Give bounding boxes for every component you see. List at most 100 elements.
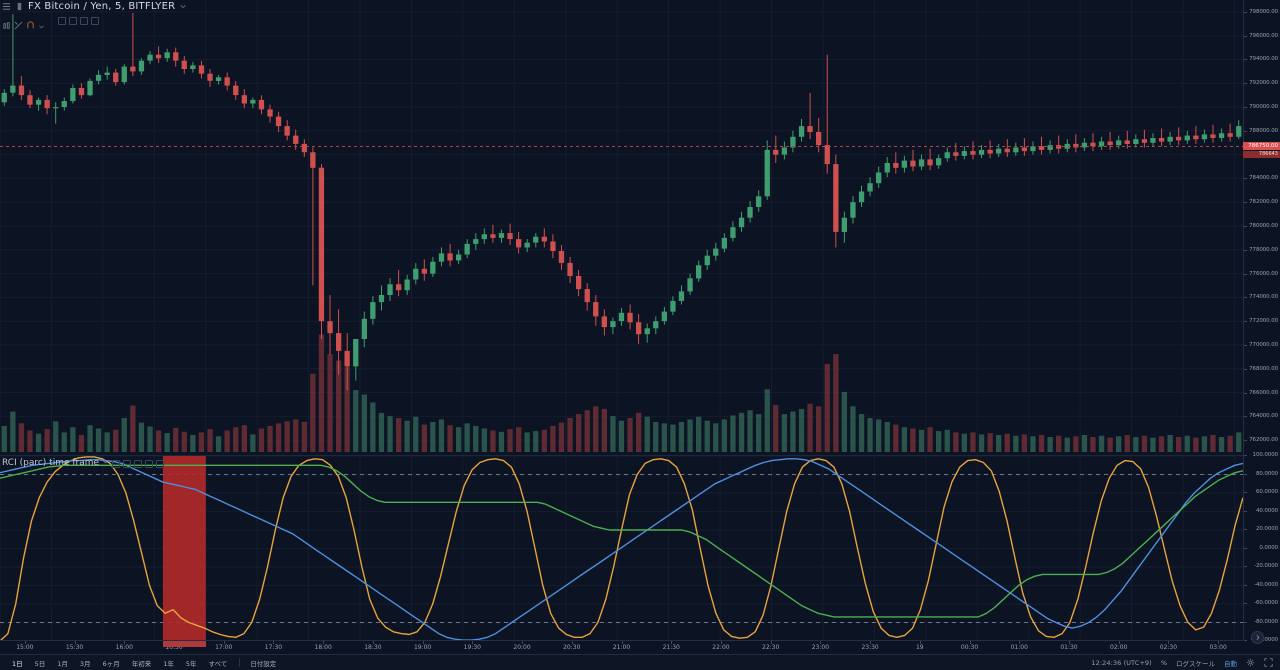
chevron-down-icon[interactable] bbox=[38, 15, 47, 29]
price-axis-tick-mark bbox=[1244, 344, 1247, 346]
time-axis-tick: 23:30 bbox=[861, 644, 879, 651]
price-axis-tick: 764000.00 bbox=[1249, 413, 1278, 420]
auto-scale-button[interactable]: 自動 bbox=[1224, 659, 1237, 668]
time-axis-tick: 01:00 bbox=[1010, 644, 1028, 651]
chevron-down-icon[interactable] bbox=[179, 2, 188, 11]
price-axis-tick-mark bbox=[1244, 297, 1247, 299]
indicator-remove-box[interactable] bbox=[80, 16, 88, 25]
indicator-more-box[interactable] bbox=[91, 16, 99, 25]
time-axis-tick: 20:30 bbox=[563, 644, 581, 651]
time-axis-tick: 19:00 bbox=[413, 644, 432, 651]
price-axis-tick: 770000.00 bbox=[1249, 341, 1278, 348]
indicator-settings-box[interactable] bbox=[58, 16, 66, 25]
price-axis-tick-mark bbox=[1244, 202, 1247, 204]
rci-indicator-panel[interactable]: RCI (parc) time frame bbox=[0, 455, 1243, 640]
indicator-visibility-box[interactable] bbox=[69, 16, 77, 25]
price-axis-tick-mark bbox=[1244, 107, 1247, 109]
candle-style-icon[interactable] bbox=[2, 15, 11, 29]
rci-axis-tick: -60.0000 bbox=[1254, 600, 1278, 606]
gear-icon[interactable] bbox=[1246, 658, 1255, 667]
time-axis-tick: 17:30 bbox=[264, 644, 283, 651]
bid-price-tag[interactable]: 786643 bbox=[1243, 150, 1280, 158]
rci-axis-tick: 80.0000 bbox=[1255, 470, 1278, 477]
rci-move-box[interactable] bbox=[134, 460, 143, 468]
price-axis-tick-mark bbox=[1244, 440, 1247, 442]
time-axis[interactable]: 15:00 15:30 16:00 16:30 17:00 17:30 18:00 18:30… bbox=[0, 640, 1243, 654]
time-axis-tick-mark bbox=[1118, 641, 1120, 644]
range-button-1月[interactable]: 1月 bbox=[57, 659, 68, 668]
time-axis-tick: 19 bbox=[915, 644, 924, 651]
price-axis-tick-mark bbox=[1244, 178, 1247, 180]
toolbar-divider bbox=[239, 658, 241, 667]
rci-axis-tick-mark bbox=[1244, 603, 1247, 604]
rci-add-box[interactable] bbox=[145, 460, 154, 468]
time-axis-tick-mark bbox=[422, 641, 424, 644]
time-axis-tick-mark bbox=[919, 641, 921, 644]
time-axis-tick-mark bbox=[1068, 641, 1070, 644]
log-scale-button[interactable]: ログスケール bbox=[1176, 659, 1215, 668]
time-axis-tick-mark bbox=[1168, 641, 1170, 644]
range-selector[interactable]: 1日 5日 1月 3月 6ヶ月 年初来 1年 5年 すべて bbox=[0, 657, 233, 669]
percent-scale-button[interactable]: % bbox=[1160, 658, 1167, 667]
range-button-6ヶ月[interactable]: 6ヶ月 bbox=[102, 659, 120, 668]
price-chart-panel[interactable]: FX Bitcoin / Yen, 5, BITFLYER bbox=[0, 0, 1243, 452]
price-axis-tick: 772000.00 bbox=[1249, 318, 1278, 325]
range-button-年初来[interactable]: 年初来 bbox=[131, 659, 152, 668]
range-button-1日[interactable]: 1日 bbox=[12, 659, 23, 668]
symbol-title[interactable]: FX Bitcoin / Yen, 5, BITFLYER bbox=[28, 1, 176, 12]
date-setting-button[interactable]: 日付設定 bbox=[250, 659, 277, 668]
crosshair-icon[interactable] bbox=[14, 15, 23, 30]
range-button-5年[interactable]: 5年 bbox=[185, 659, 197, 668]
rci-axis-tick: 0.0000 bbox=[1259, 544, 1278, 551]
rci-axis-tick-mark bbox=[1244, 621, 1247, 623]
time-axis-tick: 02:00 bbox=[1110, 644, 1128, 651]
price-axis-tick-mark bbox=[1244, 273, 1247, 275]
panel-resize-handle[interactable] bbox=[1251, 631, 1264, 644]
price-axis-tick: 796000.00 bbox=[1249, 32, 1278, 39]
rci-axis-tick-mark bbox=[1244, 566, 1247, 567]
time-axis-tick: 16:00 bbox=[115, 644, 133, 651]
clock-label[interactable]: 12:24:36 (UTC+9) bbox=[1091, 658, 1152, 667]
price-axis-tick-mark bbox=[1244, 35, 1247, 37]
time-axis-tick-mark bbox=[870, 641, 872, 644]
rci-axis-tick: 40.0000 bbox=[1255, 507, 1278, 514]
chevron-down-icon[interactable] bbox=[102, 458, 109, 468]
price-axis-tick: 790000.00 bbox=[1249, 104, 1278, 111]
time-axis-tick-mark bbox=[223, 641, 225, 644]
range-button-3月[interactable]: 3月 bbox=[79, 659, 91, 668]
time-axis-tick: 15:30 bbox=[65, 644, 84, 651]
rci-axis-tick-mark bbox=[1244, 640, 1247, 641]
time-axis-tick: 02:30 bbox=[1159, 644, 1178, 651]
price-axis[interactable]: 798000.00 796000.00 794000.00 792000.00 7900… bbox=[1243, 0, 1280, 643]
last-price-tag[interactable]: 786750.00 bbox=[1243, 141, 1280, 150]
rci-axis-tick-mark bbox=[1244, 510, 1247, 512]
time-axis-tick-mark bbox=[720, 641, 722, 644]
rci-close-box[interactable] bbox=[156, 460, 165, 468]
price-axis-tick: 774000.00 bbox=[1249, 294, 1278, 301]
time-axis-tick-mark bbox=[820, 641, 822, 644]
price-axis-tick: 798000.00 bbox=[1249, 8, 1278, 15]
rci-visibility-box[interactable] bbox=[123, 460, 132, 468]
fullscreen-icon[interactable] bbox=[1264, 658, 1273, 667]
time-axis-tick-mark bbox=[273, 641, 275, 644]
chart-type-icon[interactable] bbox=[15, 2, 24, 11]
time-axis-tick-mark bbox=[1019, 641, 1021, 644]
time-axis-tick-mark bbox=[372, 641, 374, 644]
rci-title[interactable]: RCI (parc) time frame bbox=[2, 458, 100, 468]
bottom-toolbar[interactable]: 1日 5日 1月 3月 6ヶ月 年初来 1年 5年 すべて 日付設定 12:24:36 (UTC… bbox=[0, 654, 1280, 670]
range-button-5日[interactable]: 5日 bbox=[34, 659, 46, 668]
time-axis-tick: 22:00 bbox=[712, 644, 730, 651]
rci-canvas bbox=[0, 456, 1243, 640]
magnet-icon[interactable] bbox=[26, 15, 35, 29]
rci-axis-tick-mark bbox=[1244, 492, 1247, 493]
time-axis-tick-mark bbox=[770, 641, 772, 644]
range-button-すべて[interactable]: すべて bbox=[208, 659, 228, 668]
range-button-1年[interactable]: 1年 bbox=[163, 659, 174, 668]
rci-axis-tick: 60.0000 bbox=[1255, 489, 1278, 495]
hamburger-icon[interactable] bbox=[2, 2, 11, 11]
rci-axis-tick-mark bbox=[1244, 584, 1247, 586]
chart-quick-toolbar[interactable] bbox=[2, 15, 99, 30]
rci-axis-tick: 100.0000 bbox=[1252, 452, 1279, 458]
rci-settings-box[interactable] bbox=[112, 460, 121, 468]
time-axis-tick-mark bbox=[472, 641, 474, 644]
